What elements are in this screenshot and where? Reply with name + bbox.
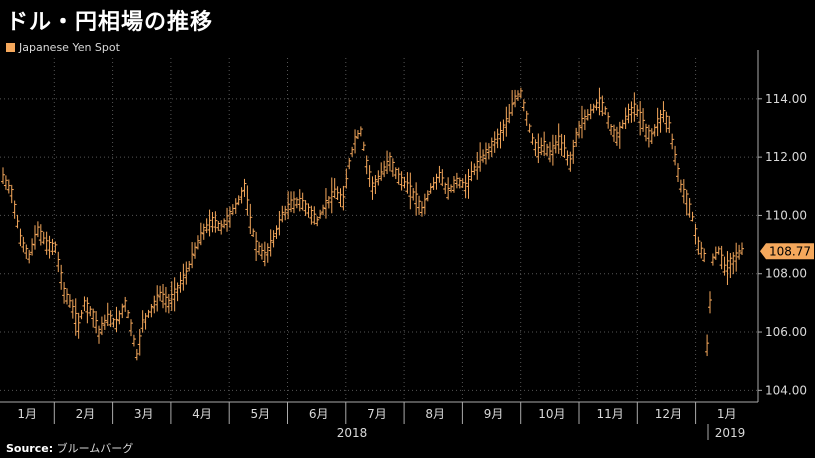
x-tick-label: 2月	[76, 407, 96, 421]
source-value: ブルームバーグ	[56, 442, 134, 455]
y-tick-label: 104.00	[765, 383, 807, 397]
x-tick-label: 3月	[134, 407, 154, 421]
y-tick-label: 108.00	[765, 267, 807, 281]
x-tick-label: 4月	[192, 407, 212, 421]
last-value-marker	[760, 243, 814, 260]
x-tick-label: 6月	[309, 407, 329, 421]
x-tick-label: 1月	[717, 407, 737, 421]
y-tick-label: 106.00	[765, 325, 807, 339]
x-tick-label: 5月	[251, 407, 271, 421]
year-label: 2018	[337, 426, 368, 440]
x-tick-label: 10月	[538, 407, 565, 421]
x-tick-label: 12月	[655, 407, 682, 421]
x-tick-label: 9月	[484, 407, 504, 421]
last-value-label: 108.77	[769, 244, 811, 258]
source-label: Source:	[6, 442, 54, 455]
legend-swatch	[6, 43, 15, 52]
legend: Japanese Yen Spot	[6, 41, 120, 54]
y-tick-label: 112.00	[765, 150, 807, 164]
x-tick-label: 1月	[17, 407, 37, 421]
x-tick-label: 7月	[367, 407, 387, 421]
source-note: Source: ブルームバーグ	[6, 440, 133, 456]
year-label: 2019	[715, 426, 746, 440]
x-tick-label: 11月	[597, 407, 624, 421]
chart-title: ドル・円相場の推移	[6, 10, 214, 35]
y-tick-label: 110.00	[765, 208, 807, 222]
legend-label: Japanese Yen Spot	[19, 41, 120, 54]
x-tick-label: 8月	[425, 407, 445, 421]
y-tick-label: 114.00	[765, 92, 807, 106]
